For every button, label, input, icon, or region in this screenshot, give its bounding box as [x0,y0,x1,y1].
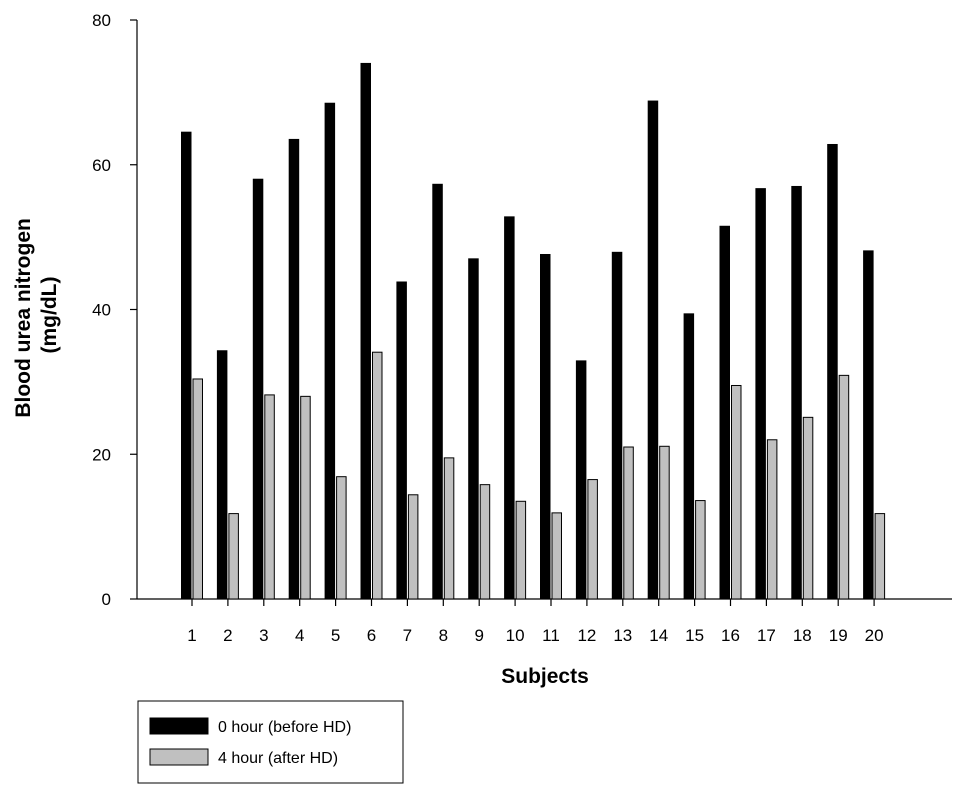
bar-0-hour-subject-6 [360,62,371,600]
bar-0-hour-subject-18 [791,185,802,600]
y-tick-label: 80 [92,11,111,30]
bar-4-hour-subject-10 [515,500,527,600]
y-axis: 0 20 40 60 80 [92,11,138,609]
bar-0-hour-subject-19 [827,143,838,600]
legend-swatch-4-hour [149,748,209,766]
bar-4-hour-subject-15 [695,500,706,600]
y-axis-title-line-1: Blood urea nitrogen [12,218,35,418]
x-tick-label: 18 [793,626,812,645]
bar-4-hour-subject-6 [372,351,383,600]
bar-0-hour-subject-14 [647,100,659,600]
bar-0-hour-subject-13 [611,251,623,600]
x-tick-label: 12 [577,626,596,645]
x-tick-label: 5 [331,626,340,645]
bar-4-hour-subject-12 [587,479,598,600]
x-tick-label: 17 [757,626,776,645]
x-tick-label: 20 [865,626,884,645]
y-tick-label: 0 [102,590,111,609]
x-tick-label: 15 [685,626,704,645]
x-tick-label: 3 [259,626,268,645]
x-tick-label: 16 [721,626,740,645]
bar-4-hour-subject-18 [802,416,814,600]
bar-0-hour-subject-1 [181,131,192,600]
legend-label-0-hour: 0 hour (before HD) [218,719,351,736]
x-axis-title: Subjects [501,665,589,688]
bars [181,62,886,600]
x-tick-label: 8 [439,626,448,645]
legend: 0 hour (before HD) 4 hour (after HD) [137,700,404,784]
bar-4-hour-subject-5 [336,476,347,600]
legend-swatch-0-hour [149,717,209,735]
x-tick-label: 10 [506,626,525,645]
bar-4-hour-subject-4 [300,395,311,600]
y-axis-title-line-2: (mg/dL) [38,277,61,354]
bar-4-hour-subject-7 [407,494,419,600]
legend-box [137,700,404,784]
bar-4-hour-subject-11 [551,512,562,600]
x-tick-label: 11 [542,626,560,645]
bar-4-hour-subject-17 [766,439,778,600]
bar-4-hour-subject-20 [874,513,886,600]
bar-0-hour-subject-8 [432,183,443,600]
bar-0-hour-subject-9 [468,258,479,600]
x-tick-label: 13 [613,626,632,645]
y-axis-title: Blood urea nitrogen (mg/dL) [12,212,61,417]
bar-0-hour-subject-4 [288,138,300,600]
bar-0-hour-subject-15 [683,313,695,600]
x-tick-label: 19 [829,626,848,645]
bar-4-hour-subject-14 [659,445,670,600]
bar-4-hour-subject-8 [443,457,455,600]
bar-4-hour-subject-1 [192,378,203,600]
x-tick-label: 6 [367,626,376,645]
bar-0-hour-subject-20 [863,250,874,600]
bar-0-hour-subject-3 [252,178,264,600]
x-tick-label: 9 [474,626,483,645]
x-axis: 1 2 3 4 5 6 7 8 9 10 11 12 13 14 15 16 17 18 19 20 [137,598,952,645]
bar-0-hour-subject-5 [324,102,336,600]
bar-4-hour-subject-16 [731,384,742,600]
bar-4-hour-subject-13 [623,446,634,600]
bar-0-hour-subject-11 [540,253,551,600]
bar-0-hour-subject-7 [396,281,407,600]
bar-4-hour-subject-9 [479,484,491,600]
y-tick-label: 20 [92,445,111,464]
bar-0-hour-subject-10 [504,216,515,600]
x-tick-label: 4 [295,626,304,645]
bar-0-hour-subject-17 [755,188,766,600]
x-tick-label: 1 [187,626,196,645]
bar-4-hour-subject-3 [264,394,275,600]
bar-0-hour-subject-2 [216,350,228,600]
bar-0-hour-subject-16 [719,225,730,600]
bar-4-hour-subject-19 [838,374,850,600]
bar-4-hour-subject-2 [228,513,239,600]
x-tick-label: 14 [649,626,668,645]
legend-label-4-hour: 4 hour (after HD) [218,750,338,767]
x-tick-label: 2 [223,626,232,645]
y-tick-label: 40 [92,301,111,320]
y-tick-label: 60 [92,156,111,175]
x-tick-label: 7 [403,626,412,645]
bar-0-hour-subject-12 [575,360,587,600]
